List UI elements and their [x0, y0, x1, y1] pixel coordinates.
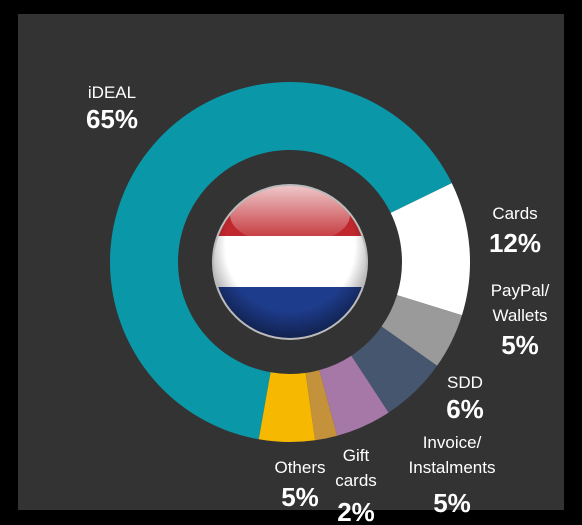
category-label: PayPal/ Wallets	[490, 281, 550, 325]
value-label: 5%	[281, 482, 319, 512]
category-label: SDD	[447, 373, 483, 392]
value-label: 12%	[488, 228, 542, 258]
value-label: 2%	[337, 497, 375, 525]
donut-segment	[258, 372, 316, 442]
category-label: Invoice/ Instalments	[408, 433, 496, 477]
flag-rim	[212, 184, 368, 340]
value-label: 5%	[433, 488, 471, 518]
category-label: Others	[274, 458, 326, 477]
donut-segment	[319, 355, 389, 436]
value-label: 5%	[501, 330, 539, 360]
donut-segment	[390, 183, 470, 316]
donut-segment	[305, 370, 338, 441]
donut-segment	[109, 81, 452, 440]
donut	[109, 81, 470, 442]
category-label: Gift cards	[335, 446, 377, 490]
donut-segment	[351, 326, 438, 413]
flag	[213, 185, 367, 339]
value-label: 6%	[446, 394, 484, 424]
category-label: Cards	[492, 204, 538, 223]
value-label: 65%	[85, 104, 139, 134]
category-label: iDEAL	[87, 83, 137, 102]
donut-segment	[381, 295, 462, 366]
